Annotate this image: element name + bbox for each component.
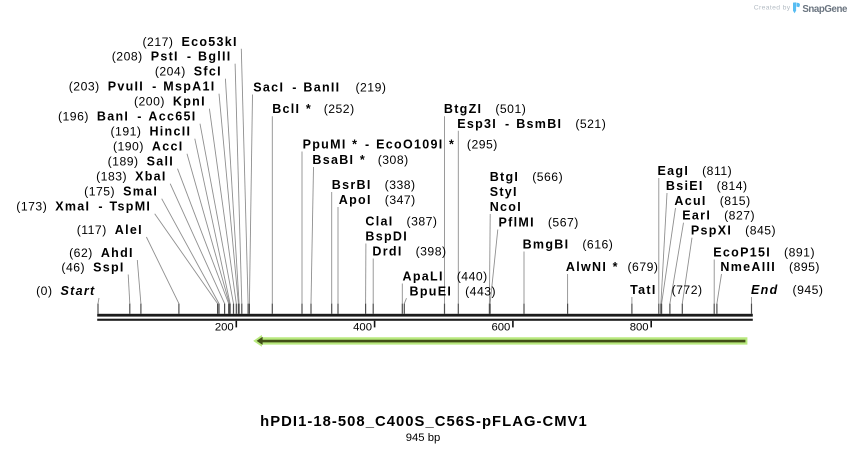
- svg-text:200: 200: [215, 321, 234, 333]
- svg-text:hPDI1-18-508_C400S_C56S-pFLAG-: hPDI1-18-508_C400S_C56S-pFLAG-CMV1: [260, 414, 588, 430]
- svg-text:(175)SmaI: (175) SmaI: [84, 185, 158, 199]
- svg-text:TatI(772): TatI (772): [630, 283, 702, 297]
- svg-text:(217)Eco53kI: (217) Eco53kI: [142, 35, 237, 49]
- svg-text:(183)XbaI: (183) XbaI: [96, 170, 167, 184]
- svg-text:EcoP15I(891): EcoP15I (891): [713, 246, 815, 260]
- svg-text:BtgZI(501): BtgZI (501): [444, 102, 526, 116]
- svg-text:(46)SspI: (46) SspI: [61, 261, 124, 275]
- svg-text:Created by: Created by: [754, 5, 791, 12]
- svg-text:BsrBI(338): BsrBI (338): [332, 178, 416, 192]
- svg-text:800: 800: [630, 321, 649, 333]
- svg-text:945 bp: 945 bp: [406, 432, 441, 444]
- svg-text:BtgI(566): BtgI (566): [490, 170, 563, 184]
- svg-text:400: 400: [353, 321, 372, 333]
- svg-text:NcoI: NcoI: [490, 200, 522, 214]
- svg-text:EagI(811): EagI (811): [658, 164, 733, 178]
- svg-text:(203)PvuII-MspA1I: (203) PvuII - MspA1I: [69, 80, 216, 94]
- svg-text:(204)SfcI: (204) SfcI: [155, 65, 222, 79]
- svg-text:SnapGene: SnapGene: [802, 4, 848, 15]
- svg-text:AlwNI*(679): AlwNI * (679): [566, 260, 659, 274]
- svg-text:Esp3I-BsmBI(521): Esp3I - BsmBI (521): [457, 117, 606, 131]
- svg-text:PflMI(567): PflMI (567): [499, 216, 579, 230]
- svg-text:(0)Start: (0) Start: [36, 284, 95, 298]
- svg-text:(208)PstI-BglII: (208) PstI - BglII: [112, 50, 232, 64]
- svg-text:NmeAIII(895): NmeAIII (895): [720, 260, 820, 274]
- svg-text:ApoI(347): ApoI (347): [339, 193, 416, 207]
- svg-text:SacI-BanII(219): SacI - BanII (219): [253, 81, 386, 95]
- svg-text:(173)XmaI-TspMI: (173) XmaI - TspMI: [16, 200, 151, 214]
- svg-text:(189)SalI: (189) SalI: [108, 155, 174, 169]
- svg-text:BsaBI*(308): BsaBI * (308): [312, 153, 408, 167]
- svg-text:(62)AhdI: (62) AhdI: [69, 246, 134, 260]
- svg-text:EarI(827): EarI (827): [682, 209, 755, 223]
- svg-text:StyI: StyI: [490, 185, 518, 199]
- svg-text:600: 600: [491, 321, 510, 333]
- svg-text:(200)KpnI: (200) KpnI: [134, 95, 206, 109]
- svg-text:(190)AccI: (190) AccI: [113, 140, 184, 154]
- svg-text:(117)AleI: (117) AleI: [77, 223, 143, 237]
- svg-text:ClaI(387): ClaI (387): [365, 215, 437, 229]
- svg-text:BsiEI(814): BsiEI (814): [666, 179, 748, 193]
- svg-text:(196)BanI-Acc65I: (196) BanI - Acc65I: [58, 110, 197, 124]
- svg-text:AcuI(815): AcuI (815): [674, 194, 750, 208]
- svg-text:PspXI(845): PspXI (845): [691, 224, 776, 238]
- svg-text:DrdI(398): DrdI (398): [372, 245, 446, 259]
- svg-text:(191)HincII: (191) HincII: [111, 125, 192, 139]
- svg-text:End(945): End (945): [751, 283, 823, 297]
- svg-text:PpuMI*-EcoO109I*(295): PpuMI * - EcoO109I * (295): [303, 138, 498, 152]
- svg-text:BspDI: BspDI: [365, 230, 408, 244]
- svg-text:BmgBI(616): BmgBI (616): [523, 238, 614, 252]
- svg-text:ApaLI(440): ApaLI (440): [403, 270, 488, 284]
- svg-text:BclI*(252): BclI * (252): [272, 102, 354, 116]
- svg-text:BpuEI(443): BpuEI (443): [410, 285, 497, 299]
